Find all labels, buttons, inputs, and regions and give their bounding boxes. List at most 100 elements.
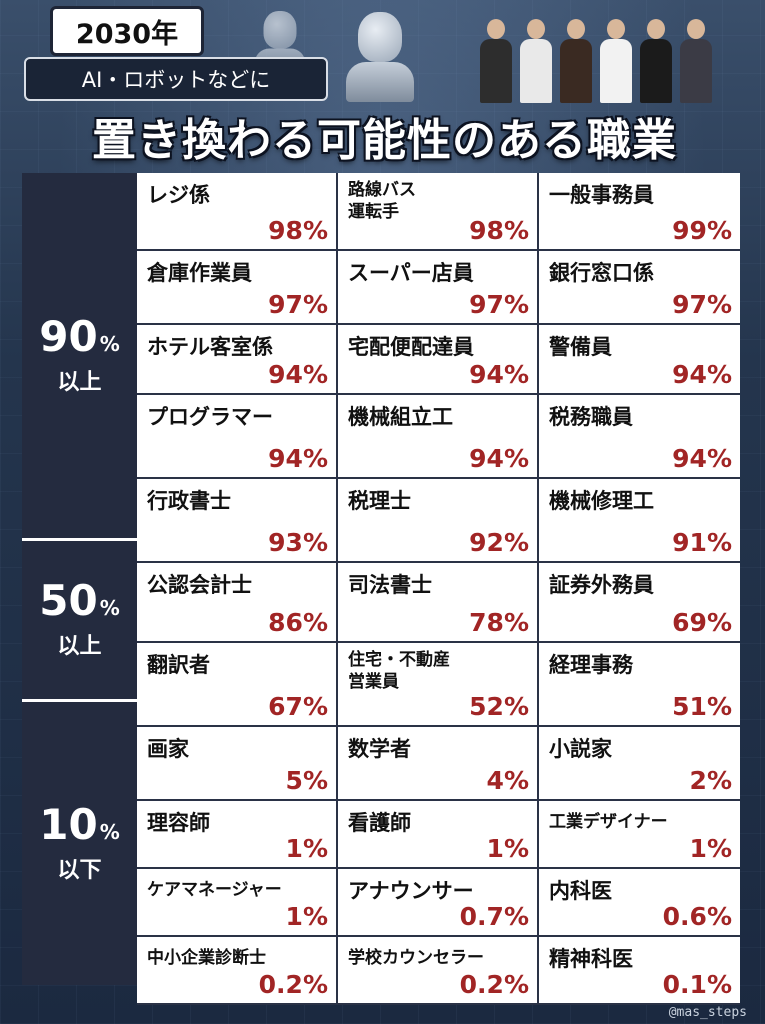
band-label: 以上	[57, 634, 102, 659]
job-rate: 4%	[486, 766, 529, 795]
job-name: 中小企業診断士	[147, 948, 266, 968]
job-name: 税理士	[348, 489, 411, 513]
job-rate: 93%	[268, 528, 328, 557]
job-cell: 画家 5%	[137, 727, 338, 801]
job-rate: 0.1%	[662, 970, 732, 999]
job-rate: 91%	[672, 528, 732, 557]
year-badge: 2030年	[50, 6, 204, 56]
job-cell: 税理士 92%	[338, 479, 539, 563]
job-name: 宅配便配達員	[348, 335, 474, 359]
job-cell: 翻訳者 67%	[137, 643, 338, 727]
job-name: 看護師	[348, 811, 411, 835]
job-cell: 数学者 4%	[338, 727, 539, 801]
job-cell: 中小企業診断士 0.2%	[137, 937, 338, 1005]
band-percent: 10%	[39, 799, 120, 849]
job-name: 税務職員	[549, 405, 633, 429]
workers-illustration	[478, 8, 748, 103]
job-name: 精神科医	[549, 947, 633, 971]
job-name: 内科医	[549, 879, 612, 903]
job-rate: 5%	[285, 766, 328, 795]
job-name: 銀行窓口係	[549, 261, 654, 285]
job-cell: ホテル客室係 94%	[137, 325, 338, 395]
job-cell: 小説家 2%	[539, 727, 740, 801]
job-rate: 86%	[268, 608, 328, 637]
job-cell: 理容師 1%	[137, 801, 338, 869]
job-cell: スーパー店員 97%	[338, 251, 539, 325]
job-cell: 倉庫作業員 97%	[137, 251, 338, 325]
band-90: 90% 以上	[22, 173, 137, 538]
job-rate: 99%	[672, 216, 732, 245]
job-cell: 銀行窓口係 97%	[539, 251, 740, 325]
job-rate: 94%	[268, 444, 328, 473]
job-rate: 98%	[268, 216, 328, 245]
job-cell: 経理事務 51%	[539, 643, 740, 727]
job-name: 警備員	[549, 335, 612, 359]
job-cell: プログラマー 94%	[137, 395, 338, 479]
job-rate: 94%	[672, 444, 732, 473]
job-grid: レジ係 98% 路線バス 運転手 98% 一般事務員 99% 倉庫作業員 97% スーパー店員 97…	[137, 173, 740, 1005]
job-name: 翻訳者	[147, 653, 210, 677]
job-rate: 94%	[268, 360, 328, 389]
job-rate: 52%	[469, 692, 529, 721]
band-10: 10% 以下	[22, 702, 137, 985]
job-rate: 0.2%	[258, 970, 328, 999]
job-rate: 0.6%	[662, 902, 732, 931]
job-cell: 宅配便配達員 94%	[338, 325, 539, 395]
subtitle-badge: AI・ロボットなどに	[24, 57, 328, 101]
job-cell: 路線バス 運転手 98%	[338, 173, 539, 251]
job-cell: 行政書士 93%	[137, 479, 338, 563]
job-cell: 警備員 94%	[539, 325, 740, 395]
job-cell: 工業デザイナー 1%	[539, 801, 740, 869]
job-cell: 機械修理工 91%	[539, 479, 740, 563]
job-cell: 機械組立工 94%	[338, 395, 539, 479]
job-name: ホテル客室係	[147, 335, 273, 359]
job-rate: 1%	[285, 902, 328, 931]
job-cell: 精神科医 0.1%	[539, 937, 740, 1005]
job-name: 数学者	[348, 737, 411, 761]
job-name: 経理事務	[549, 653, 633, 677]
job-cell: 公認会計士 86%	[137, 563, 338, 643]
job-cell: 内科医 0.6%	[539, 869, 740, 937]
job-name: 理容師	[147, 811, 210, 835]
job-name: 工業デザイナー	[549, 812, 668, 832]
job-rate: 94%	[469, 444, 529, 473]
job-name: 学校カウンセラー	[348, 948, 484, 968]
band-percent: 90%	[39, 311, 120, 361]
job-rate: 97%	[672, 290, 732, 319]
job-name: 公認会計士	[147, 573, 252, 597]
job-cell: アナウンサー 0.7%	[338, 869, 539, 937]
job-name: ケアマネージャー	[147, 880, 282, 900]
job-cell: ケアマネージャー 1%	[137, 869, 338, 937]
job-name: 司法書士	[348, 573, 432, 597]
band-label: 以上	[57, 369, 102, 395]
job-cell: 司法書士 78%	[338, 563, 539, 643]
job-rate: 94%	[469, 360, 529, 389]
job-name: 機械組立工	[348, 405, 453, 429]
job-rate: 1%	[486, 834, 529, 863]
job-rate: 0.2%	[459, 970, 529, 999]
job-name: 機械修理工	[549, 489, 654, 513]
job-name: アナウンサー	[348, 879, 474, 903]
job-name: 画家	[147, 737, 189, 761]
job-rate: 94%	[672, 360, 732, 389]
job-cell: 学校カウンセラー 0.2%	[338, 937, 539, 1005]
watermark: @mas_steps	[668, 1005, 747, 1020]
job-name: 倉庫作業員	[147, 261, 252, 285]
job-cell: 税務職員 94%	[539, 395, 740, 479]
job-rate: 0.7%	[459, 902, 529, 931]
job-name: 行政書士	[147, 489, 231, 513]
job-name: 証券外務員	[549, 573, 654, 597]
job-rate: 2%	[689, 766, 732, 795]
band-percent: 50%	[39, 576, 120, 625]
job-name: レジ係	[147, 183, 210, 207]
band-label: 以下	[57, 857, 102, 883]
job-name: 住宅・不動産 営業員	[348, 650, 450, 693]
job-cell: 一般事務員 99%	[539, 173, 740, 251]
job-rate: 98%	[469, 216, 529, 245]
job-cell: 住宅・不動産 営業員 52%	[338, 643, 539, 727]
job-rate: 1%	[285, 834, 328, 863]
job-rate: 92%	[469, 528, 529, 557]
job-name: 小説家	[549, 737, 612, 761]
job-rate: 97%	[268, 290, 328, 319]
job-rate: 97%	[469, 290, 529, 319]
